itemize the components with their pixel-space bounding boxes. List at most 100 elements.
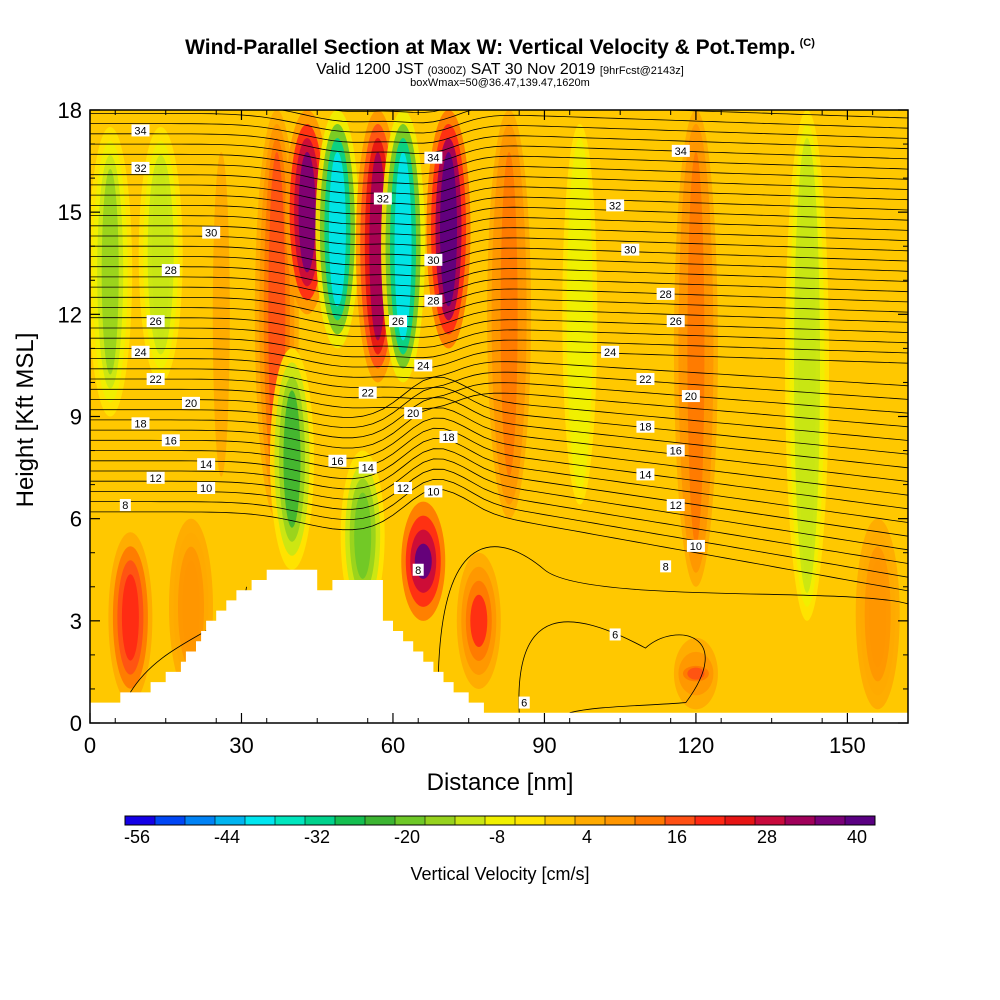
theta-contour xyxy=(90,376,908,441)
y-tick-label: 18 xyxy=(58,98,82,123)
y-tick-label: 6 xyxy=(70,507,82,532)
colorbar-swatch xyxy=(185,816,216,825)
contour-label-text: 30 xyxy=(624,245,636,257)
contour-label-bg xyxy=(328,454,347,467)
contour-label-bg xyxy=(686,539,705,552)
contour-label-text: 20 xyxy=(685,391,697,403)
contour-label: 14 xyxy=(197,458,216,471)
contour-label-bg xyxy=(161,434,180,447)
contour-label-text: 8 xyxy=(415,565,421,577)
y-tick-label: 15 xyxy=(58,200,82,225)
velocity-band-15 xyxy=(500,152,518,477)
colorbar-tick-label: 16 xyxy=(667,827,687,847)
x-tick-label: 60 xyxy=(381,733,405,758)
contour-label-text: 14 xyxy=(362,463,374,475)
colorbar-swatch xyxy=(425,816,456,825)
velocity-band-17 xyxy=(571,152,589,477)
theta-contour xyxy=(90,174,908,195)
velocity-band-16 xyxy=(546,628,564,668)
contour-label-text: 6 xyxy=(521,698,527,710)
x-tick-label: 90 xyxy=(532,733,556,758)
contour-label-bg xyxy=(131,417,150,430)
contour-label-text: 14 xyxy=(200,459,212,471)
contour-label-bg xyxy=(424,253,443,266)
contour-label: 22 xyxy=(358,386,377,400)
colorbar-tick-label: 40 xyxy=(847,827,867,847)
contour-label-text: 22 xyxy=(639,374,651,386)
contour-label: 34 xyxy=(424,151,443,165)
colorbar-tick-label: -56 xyxy=(124,827,150,847)
theta-contour xyxy=(90,427,908,510)
axes: 0 30 60 90 120 150 0 3 6 9 12 15 18 xyxy=(58,98,908,758)
velocity-band-1 xyxy=(182,560,200,654)
contour-label-text: 20 xyxy=(407,408,419,420)
contour-label: 30 xyxy=(424,253,443,267)
contour-label-text: 24 xyxy=(134,347,146,359)
contour-label: 22 xyxy=(636,373,655,386)
contour-label-bg xyxy=(424,151,443,164)
contour-label: 26 xyxy=(389,315,408,328)
colorbar-tick-label: -44 xyxy=(214,827,240,847)
contour-label: 10 xyxy=(424,485,443,498)
colorbar-swatch xyxy=(395,816,426,825)
colorbar-label: Vertical Velocity [cm/s] xyxy=(410,864,589,884)
colorbar-swatch xyxy=(755,816,786,825)
velocity-band-20 xyxy=(798,151,816,579)
theta-contour xyxy=(90,438,908,523)
theta-contour xyxy=(90,358,908,387)
contour-label: 12 xyxy=(394,482,413,495)
contour-label-text: 32 xyxy=(134,163,146,175)
theta-contour xyxy=(90,378,908,414)
velocity-band-9 xyxy=(354,492,372,579)
x-tick-label: 30 xyxy=(229,733,253,758)
velocity-band-8 xyxy=(328,152,346,307)
contour-label-bg xyxy=(146,315,165,328)
theta-contour xyxy=(90,215,908,236)
theta-contour xyxy=(518,621,706,714)
colorbar-swatch xyxy=(305,816,336,825)
velocity-band-19 xyxy=(687,667,705,680)
contour-label-text: 12 xyxy=(397,483,409,495)
contour-label: 16 xyxy=(161,434,180,447)
contour-label: 20 xyxy=(404,407,423,420)
contour-label: 12 xyxy=(666,499,685,512)
contour-label-bg xyxy=(181,396,200,409)
theta-contour xyxy=(90,347,908,369)
theta-contour xyxy=(90,448,908,537)
contour-label-text: 30 xyxy=(205,228,217,240)
contour-label-bg xyxy=(636,420,655,433)
velocity-band-18 xyxy=(687,152,705,545)
contour-label: 18 xyxy=(131,417,150,430)
contour-label-text: 12 xyxy=(670,500,682,512)
contour-label: 32 xyxy=(373,192,392,206)
colorbar-tick-label: -32 xyxy=(304,827,330,847)
terrain-mask xyxy=(90,569,908,723)
contour-label: 16 xyxy=(328,454,347,468)
theta-contour xyxy=(90,225,908,246)
x-tick-label: 120 xyxy=(678,733,715,758)
colorbar-tick-label: 28 xyxy=(757,827,777,847)
contour-label-text: 20 xyxy=(185,398,197,410)
contour-label-text: 34 xyxy=(427,153,439,165)
theta-contour xyxy=(90,164,908,185)
contour-label-text: 26 xyxy=(150,316,162,328)
theta-contour xyxy=(90,194,908,216)
contour-label: 14 xyxy=(358,461,377,475)
contour-label-text: 6 xyxy=(612,629,618,641)
contour-label-text: 24 xyxy=(417,360,429,372)
velocity-band-11 xyxy=(394,152,412,341)
contour-label-text: 28 xyxy=(660,289,672,301)
contour-label: 8 xyxy=(412,563,424,577)
terrain xyxy=(90,569,908,723)
contour-label: 32 xyxy=(606,199,625,212)
contour-label-bg xyxy=(414,359,433,372)
theta-contour xyxy=(90,235,908,257)
contour-label-text: 16 xyxy=(331,456,343,468)
y-tick-label: 9 xyxy=(70,405,82,430)
theta-contour xyxy=(90,133,908,154)
theta-contour xyxy=(90,407,908,482)
velocity-band-21 xyxy=(869,560,887,668)
contour-label-text: 16 xyxy=(165,435,177,447)
contour-label: 30 xyxy=(202,226,221,240)
theta-contour xyxy=(90,276,908,297)
